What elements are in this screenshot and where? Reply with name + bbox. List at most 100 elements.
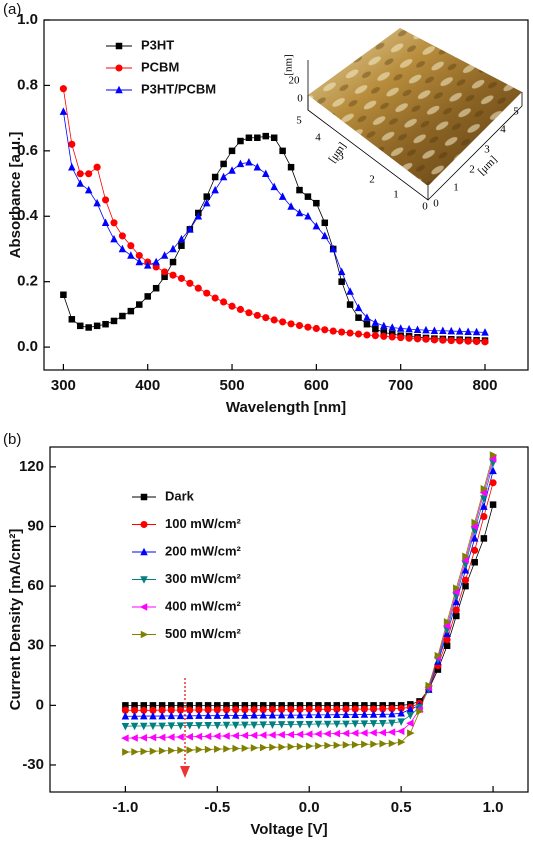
marker <box>177 722 185 730</box>
marker <box>343 741 351 749</box>
marker <box>361 720 369 728</box>
marker <box>110 235 118 243</box>
marker <box>195 722 203 730</box>
marker <box>77 170 84 177</box>
legend-marker <box>115 64 122 71</box>
marker <box>195 711 203 719</box>
marker <box>127 242 134 249</box>
marker <box>140 712 148 720</box>
marker <box>131 748 139 756</box>
marker <box>369 729 377 737</box>
marker <box>355 330 362 337</box>
marker <box>223 722 231 730</box>
marker <box>246 135 253 142</box>
marker <box>305 721 313 729</box>
inset-label: [μm] <box>476 154 500 178</box>
marker <box>159 747 167 755</box>
marker <box>322 220 329 227</box>
legend-label: 200 mW/cm² <box>165 543 242 558</box>
marker <box>263 133 270 140</box>
marker <box>178 275 185 282</box>
marker <box>313 325 320 332</box>
marker <box>278 743 286 751</box>
marker <box>122 712 130 720</box>
legend-marker <box>116 43 123 50</box>
marker <box>323 730 331 738</box>
x-tick-label: -0.5 <box>204 799 230 816</box>
marker <box>269 721 277 729</box>
marker <box>422 336 429 343</box>
marker <box>203 290 210 297</box>
marker <box>167 733 175 741</box>
marker <box>338 329 345 336</box>
marker <box>439 337 446 344</box>
marker <box>203 193 210 200</box>
marker <box>203 199 211 207</box>
marker <box>131 712 139 720</box>
marker <box>152 258 160 266</box>
marker <box>279 148 286 155</box>
marker <box>439 326 447 334</box>
marker <box>270 183 278 191</box>
y-tick-label: 60 <box>27 577 44 594</box>
marker <box>288 743 296 751</box>
marker <box>195 733 203 741</box>
marker <box>211 186 219 194</box>
inset-label: 5 <box>513 106 519 118</box>
marker <box>237 138 244 145</box>
legend-marker <box>140 521 147 528</box>
marker <box>140 723 148 731</box>
marker <box>149 734 157 742</box>
marker <box>306 742 314 750</box>
y-tick-label: 0.0 <box>17 338 38 355</box>
marker <box>342 710 350 718</box>
marker <box>490 479 497 486</box>
marker <box>351 729 359 737</box>
marker <box>462 577 469 584</box>
y-tick-label: 120 <box>19 458 44 475</box>
marker <box>241 732 249 740</box>
inset-label: 3 <box>484 144 490 156</box>
marker <box>278 721 286 729</box>
marker <box>456 337 463 344</box>
marker <box>296 711 304 719</box>
marker <box>176 733 184 741</box>
marker <box>287 711 295 719</box>
marker <box>212 294 219 301</box>
marker <box>352 741 360 749</box>
marker <box>481 338 488 345</box>
marker <box>465 338 472 345</box>
marker <box>370 740 378 748</box>
marker <box>397 727 405 735</box>
marker <box>204 733 212 741</box>
marker <box>185 733 193 741</box>
marker <box>119 232 126 239</box>
marker <box>69 316 76 323</box>
marker <box>333 730 341 738</box>
marker <box>471 559 478 566</box>
panel-label: (a) <box>3 1 21 18</box>
marker <box>68 163 76 171</box>
inset-label: 1 <box>393 189 399 201</box>
marker <box>271 135 278 142</box>
marker <box>473 338 480 345</box>
marker <box>296 731 304 739</box>
x-tick-label: 300 <box>51 377 76 394</box>
legend-label: PCBM <box>141 59 179 74</box>
inset-label: [μm] <box>326 140 348 165</box>
marker <box>268 731 276 739</box>
marker <box>324 711 332 719</box>
marker <box>85 186 93 194</box>
marker <box>444 636 451 643</box>
x-tick-label: 800 <box>472 377 497 394</box>
marker <box>110 219 117 226</box>
marker <box>334 742 342 750</box>
marker <box>213 732 221 740</box>
marker <box>254 312 261 319</box>
marker <box>287 721 295 729</box>
legend-marker <box>141 494 148 501</box>
marker <box>169 272 176 279</box>
marker <box>453 613 460 620</box>
marker <box>342 721 350 729</box>
marker <box>363 331 370 338</box>
